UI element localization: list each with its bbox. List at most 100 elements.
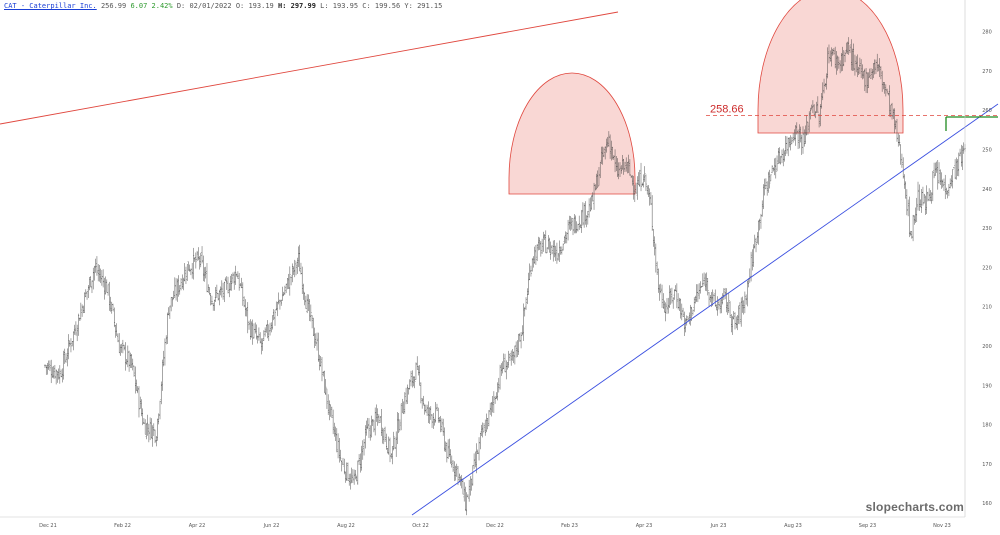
ohlc-bar <box>511 349 514 361</box>
ticker-link[interactable]: CAT - Caterpillar Inc. <box>4 2 97 10</box>
ohlc-bar <box>66 348 69 367</box>
ohlc-bar <box>812 100 814 114</box>
ohlc-bar <box>86 291 88 300</box>
ohlc-bar <box>249 319 252 340</box>
ohlc-bar <box>463 482 465 502</box>
ohlc-bar <box>453 461 456 482</box>
blue-trendline <box>411 103 999 516</box>
ohlc-bar <box>167 307 170 316</box>
ohlc-bar <box>191 262 193 279</box>
ohlc-bar <box>737 305 740 324</box>
ohlc-bar <box>293 259 296 278</box>
ohlc-bar <box>888 85 891 117</box>
ohlc-bar <box>139 396 142 409</box>
ohlc-bar <box>375 404 378 422</box>
y-tick-label: 180 <box>982 423 992 429</box>
ohlc-bar <box>135 379 138 391</box>
ohlc-bar <box>195 252 197 269</box>
ohlc-bar <box>359 453 362 473</box>
ohlc-bar <box>730 314 733 333</box>
ohlc-bar <box>244 299 247 317</box>
ohlc-bar <box>589 197 592 212</box>
ohlc-bar <box>582 202 584 226</box>
ohlc-bar <box>805 115 808 136</box>
ohlc-bar <box>673 289 676 300</box>
ohlc-bar <box>318 354 321 371</box>
ohlc-bar <box>841 46 844 71</box>
ohlc-bar <box>532 256 535 268</box>
ohlc-bar <box>265 324 268 333</box>
ohlc-bar <box>353 469 355 485</box>
y-tick-label: 170 <box>982 462 992 468</box>
ohlc-bar <box>364 425 367 449</box>
ohlc-bar <box>476 449 479 454</box>
ohlc-bar <box>655 243 657 273</box>
ohlc-bar <box>151 425 154 447</box>
ohlc-bar <box>473 453 475 469</box>
ohlc-bar <box>174 277 176 298</box>
ohlc-bar <box>78 317 81 321</box>
ohlc-bar <box>289 266 291 296</box>
ohlc-bar <box>411 370 414 388</box>
last-price: 256.99 <box>100 2 127 10</box>
ohlc-bar <box>441 418 443 432</box>
ohlc-bar <box>731 315 734 335</box>
ohlc-bar <box>617 162 620 180</box>
ohlc-bar <box>88 276 91 291</box>
ohlc-bar <box>467 494 469 498</box>
ohlc-bar <box>915 197 918 223</box>
ohlc-bar <box>50 359 52 384</box>
ohlc-bar <box>402 401 405 415</box>
ohlc-bar <box>71 341 74 347</box>
ohlc-bar <box>269 322 271 336</box>
ohlc-bar <box>339 449 342 461</box>
ohlc-bar <box>882 82 885 90</box>
dome-pattern-2 <box>757 0 904 134</box>
ohlc-bar <box>908 196 911 238</box>
ohlc-bar <box>519 333 521 342</box>
ohlc-bar <box>948 183 950 197</box>
ohlc-bar <box>956 159 959 177</box>
ohlc-bar <box>237 271 239 279</box>
ohlc-bar <box>653 236 656 256</box>
ohlc-bar <box>724 287 726 300</box>
ohlc-bar <box>763 178 766 196</box>
ohlc-bar <box>831 48 834 56</box>
ohlc-bar <box>656 261 658 275</box>
ohlc-bar <box>913 215 916 225</box>
ohlc-bar <box>301 266 304 295</box>
ohlc-bar <box>877 64 880 72</box>
ohlc-bar <box>68 340 71 347</box>
ohlc-bar <box>44 364 46 368</box>
ohlc-bar <box>427 401 430 424</box>
ohlc-bar <box>753 234 756 249</box>
ohlc-bar <box>323 370 326 393</box>
ohlc-bar <box>598 167 600 186</box>
ohlc-bar <box>873 59 876 75</box>
ohlc-bar <box>886 88 888 94</box>
ohlc-bar <box>421 397 423 409</box>
ohlc-bar <box>307 294 310 312</box>
ohlc-bar <box>254 322 257 334</box>
ohlc-bar <box>845 42 848 54</box>
ohlc-bar <box>404 392 406 414</box>
x-tick-label: Feb 22 <box>114 523 131 529</box>
x-tick-label: Sep 23 <box>859 523 876 529</box>
ohlc-bar <box>713 293 715 302</box>
ohlc-bar <box>543 234 546 240</box>
ohlc-bar <box>45 365 48 375</box>
ohlc-bar <box>138 386 140 418</box>
ohlc-bar <box>133 365 135 377</box>
ohlc-bar <box>721 293 724 305</box>
ohlc-bar <box>447 439 449 459</box>
ohlc-bar <box>685 315 688 326</box>
ohlc-bar <box>791 136 793 145</box>
ohlc-bar <box>702 273 704 287</box>
ohlc-bar <box>512 351 515 364</box>
ohlc-bar <box>515 341 517 358</box>
ohlc-bar <box>56 370 59 383</box>
ohlc-bar <box>621 154 624 170</box>
ohlc-bar <box>245 307 248 317</box>
ohlc-bar <box>352 469 354 483</box>
